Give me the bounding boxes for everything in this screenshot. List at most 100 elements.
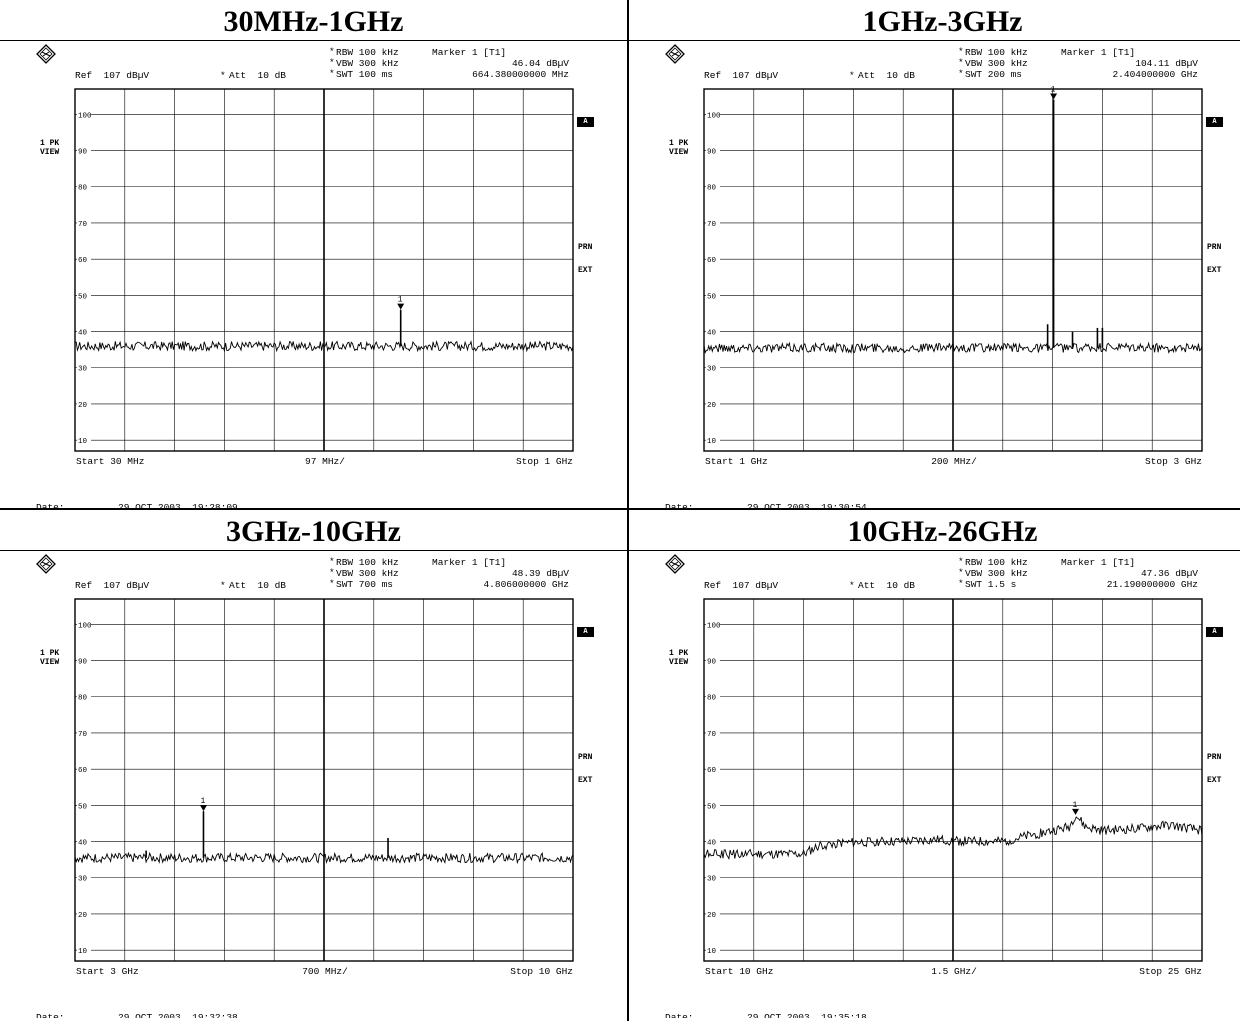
marker-label: Marker 1 [T1] <box>432 47 507 58</box>
spectrum-plot: 10 20 30 40 50 60 70 80 90 100 1 <box>703 598 1203 962</box>
view-label: VIEW <box>669 148 689 157</box>
tick-label-bg <box>706 764 720 775</box>
tick-label-bg <box>77 435 91 446</box>
y-tick-label: 70 <box>78 731 88 739</box>
y-tick-label: 30 <box>78 876 88 884</box>
marker-triangle-icon <box>1072 808 1080 815</box>
y-tick-label: 100 <box>78 622 92 630</box>
y-tick-label: 70 <box>707 221 717 229</box>
title-rule <box>0 40 627 41</box>
trace-label: 1 PK <box>669 139 689 148</box>
y-tick-label: 100 <box>707 622 721 630</box>
ext-label: EXT <box>578 776 593 785</box>
y-tick-label: 100 <box>707 112 721 120</box>
span-per-division: 1.5 GHz/ <box>931 966 977 977</box>
prn-label: PRN <box>578 243 593 252</box>
tick-label-bg <box>706 362 720 373</box>
start-frequency: Start 3 GHz <box>76 966 139 977</box>
tick-label-bg <box>77 181 91 192</box>
span-per-division: 200 MHz/ <box>931 456 977 467</box>
analyzer-panel-4: 10GHz-26GHz * * * * RBW 100 kHz VBW 300 kHz SWT… <box>629 510 1240 1018</box>
asterisk-mark: * <box>329 68 335 79</box>
attenuation: Att 10 dB <box>229 70 287 81</box>
y-tick-label: 40 <box>707 840 717 848</box>
tick-label-bg <box>706 145 720 156</box>
tick-label-bg <box>77 362 91 373</box>
spectrum-trace <box>74 851 574 865</box>
tick-label-bg <box>77 800 91 811</box>
spectrum-plot: 10 20 30 40 50 60 70 80 90 100 1 <box>74 88 574 452</box>
stop-frequency: Stop 3 GHz <box>1144 456 1202 467</box>
swt-setting: SWT 700 ms <box>336 579 394 590</box>
y-tick-label: 30 <box>78 366 88 374</box>
spectrum-trace <box>703 341 1203 354</box>
marker-frequency: 664.380000000 MHz <box>472 69 569 80</box>
y-tick-label: 90 <box>78 149 88 157</box>
tick-label-bg <box>706 619 720 630</box>
tick-label-bg <box>77 619 91 630</box>
tick-label-bg <box>706 945 720 956</box>
asterisk-mark: * <box>958 567 964 578</box>
swt-setting: SWT 100 ms <box>336 69 394 80</box>
trace-a-badge: A <box>1206 627 1223 637</box>
asterisk-mark: * <box>849 70 855 81</box>
stop-frequency: Stop 25 GHz <box>1139 966 1202 977</box>
y-tick-label: 70 <box>707 731 717 739</box>
marker-label: Marker 1 [T1] <box>1061 557 1136 568</box>
date-value: 29.OCT.2003 19:30:54 <box>747 502 867 508</box>
title-rule <box>629 550 1240 551</box>
tick-label-bg <box>706 217 720 228</box>
y-tick-label: 50 <box>707 293 717 301</box>
spectrum-trace <box>703 816 1203 861</box>
asterisk-mark: * <box>958 556 964 567</box>
y-tick-label: 30 <box>707 876 717 884</box>
y-tick-label: 10 <box>78 948 88 956</box>
tick-label-bg <box>77 908 91 919</box>
asterisk-mark: * <box>958 578 964 589</box>
marker-frequency: 4.806000000 GHz <box>483 579 569 590</box>
tick-label-bg <box>706 727 720 738</box>
attenuation: Att 10 dB <box>858 580 916 591</box>
marker-number: 1 <box>1051 85 1056 94</box>
asterisk-mark: * <box>329 556 335 567</box>
analyzer-panel-2: 1GHz-3GHz * * * * RBW 100 kHz VBW 300 kHz SWT 2… <box>629 0 1240 508</box>
panel-title: 10GHz-26GHz <box>847 515 1038 548</box>
ext-label: EXT <box>1207 776 1222 785</box>
marker-number: 1 <box>200 797 205 806</box>
y-tick-label: 80 <box>707 185 717 193</box>
asterisk-mark: * <box>329 46 335 57</box>
attenuation: Att 10 dB <box>229 580 287 591</box>
asterisk-mark: * <box>849 580 855 591</box>
panel-title: 3GHz-10GHz <box>226 515 401 548</box>
reference-level: Ref 107 dBµV <box>75 70 150 81</box>
tick-label-bg <box>706 326 720 337</box>
rohde-schwarz-logo-icon <box>36 44 56 64</box>
marker-triangle-icon <box>397 303 405 310</box>
marker-level: 48.39 dBµV <box>511 568 569 579</box>
y-tick-label: 60 <box>78 257 88 265</box>
vbw-setting: VBW 300 kHz <box>965 58 1028 69</box>
spectrum-plot: 10 20 30 40 50 60 70 80 90 100 1 <box>703 85 1203 452</box>
y-tick-label: 20 <box>707 912 717 920</box>
y-tick-label: 80 <box>78 185 88 193</box>
asterisk-mark: * <box>220 580 226 591</box>
title-rule <box>0 550 627 551</box>
y-tick-label: 10 <box>707 438 717 446</box>
analyzer-panel-3: 3GHz-10GHz * * * * RBW 100 kHz VBW 300 kHz SWT … <box>0 510 627 1018</box>
prn-label: PRN <box>578 753 593 762</box>
y-tick-label: 10 <box>78 438 88 446</box>
tick-label-bg <box>77 217 91 228</box>
marker-triangle-icon <box>1050 93 1058 100</box>
analyzer-panel-1: 30MHz-1GHz * * * * RBW 100 kHz VBW 300 kHz SWT … <box>0 0 627 508</box>
span-per-division: 700 MHz/ <box>302 966 348 977</box>
prn-label: PRN <box>1207 243 1222 252</box>
trace-label: 1 PK <box>669 649 689 658</box>
asterisk-mark: * <box>329 567 335 578</box>
attenuation: Att 10 dB <box>858 70 916 81</box>
title-rule <box>629 40 1240 41</box>
tick-label-bg <box>706 109 720 120</box>
asterisk-mark: * <box>220 70 226 81</box>
tick-label-bg <box>706 836 720 847</box>
date-label: Date: <box>665 502 694 508</box>
y-tick-label: 40 <box>78 840 88 848</box>
